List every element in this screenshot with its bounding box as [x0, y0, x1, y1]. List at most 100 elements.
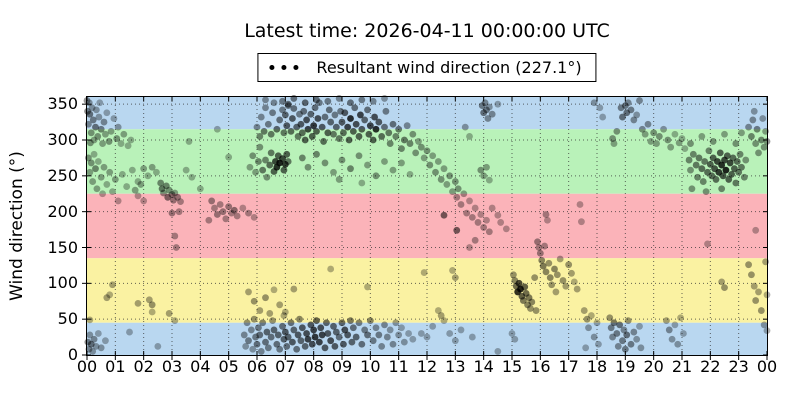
scatter-point	[228, 209, 235, 217]
scatter-point	[242, 343, 250, 350]
scatter-point	[688, 185, 696, 193]
scatter-point	[617, 104, 625, 112]
scatter-point	[260, 128, 268, 135]
scatter-point	[417, 330, 425, 337]
legend-marker-dots-icon	[269, 65, 299, 70]
scatter-point	[762, 258, 769, 266]
scatter-point	[752, 140, 760, 147]
scatter-point	[321, 344, 329, 352]
scatter-point	[263, 173, 271, 181]
scatter-point	[134, 300, 142, 307]
scatter-point	[552, 288, 560, 296]
scatter-point	[366, 122, 374, 130]
scatter-point	[593, 319, 601, 327]
scatter-point	[171, 232, 179, 240]
scatter-point	[267, 130, 275, 138]
scatter-point	[276, 301, 284, 309]
scatter-point	[685, 156, 693, 164]
x-tick-label: 09	[331, 357, 353, 376]
scatter-point	[375, 331, 383, 339]
scatter-point	[562, 282, 570, 290]
scatter-point	[461, 123, 469, 131]
scatter-point	[89, 178, 97, 185]
scatter-point	[610, 140, 618, 147]
scatter-point	[95, 113, 103, 121]
scatter-point	[633, 111, 641, 119]
scatter-point	[297, 337, 305, 345]
scatter-point	[320, 138, 327, 145]
scatter-point	[721, 284, 728, 292]
scatter-point	[565, 261, 573, 269]
scatter-point	[86, 331, 94, 339]
scatter-point	[259, 166, 267, 174]
scatter-point	[168, 191, 176, 198]
scatter-point	[694, 173, 701, 181]
scatter-point	[325, 106, 333, 114]
scatter-point	[738, 129, 745, 137]
scatter-point	[245, 288, 252, 296]
scatter-point	[175, 208, 183, 216]
scatter-point	[338, 156, 346, 164]
scatter-point	[119, 171, 126, 178]
scatter-point	[544, 216, 551, 224]
scatter-point	[446, 172, 454, 180]
scatter-point	[126, 328, 133, 336]
scatter-point	[298, 324, 306, 332]
dot-icon	[293, 65, 299, 70]
scatter-point	[347, 99, 354, 107]
scatter-point	[257, 348, 265, 355]
scatter-point	[335, 135, 343, 142]
scatter-point	[510, 271, 517, 279]
scatter-point	[301, 99, 309, 107]
scatter-point	[347, 317, 354, 324]
scatter-point	[466, 133, 473, 140]
scatter-point	[177, 198, 184, 206]
scatter-point	[392, 133, 400, 140]
scatter-point	[225, 203, 233, 211]
scatter-point	[755, 149, 762, 157]
scatter-point	[580, 307, 588, 314]
scatter-point	[86, 168, 94, 176]
scatter-point	[689, 150, 697, 158]
scatter-point	[165, 310, 173, 317]
scatter-point	[324, 97, 332, 105]
scatter-point	[321, 159, 329, 167]
scatter-point	[494, 348, 502, 355]
scatter-point	[595, 340, 602, 348]
scatter-point	[114, 123, 122, 131]
scatter-point	[432, 168, 439, 176]
scatter-point	[763, 291, 771, 299]
scatter-point	[213, 125, 221, 133]
scatter-point	[382, 107, 390, 115]
scatter-point	[270, 286, 278, 294]
scatter-point	[680, 330, 687, 337]
scatter-point	[92, 106, 100, 114]
scatter-point	[358, 96, 366, 104]
scatter-point	[647, 138, 655, 145]
scatter-point	[466, 197, 473, 205]
scatter-point	[250, 315, 258, 323]
y-tick-label: 250	[47, 165, 78, 185]
scatter-point	[162, 182, 170, 190]
scatter-point	[536, 249, 544, 257]
scatter-point	[508, 330, 516, 337]
scatter-point	[576, 201, 584, 208]
scatter-point	[378, 343, 386, 350]
scatter-point	[323, 319, 330, 327]
scatter-point	[148, 308, 156, 316]
scatter-point	[111, 176, 119, 183]
y-tick-label: 50	[57, 309, 78, 329]
scatter-point	[485, 228, 493, 236]
scatter-point	[355, 133, 363, 140]
scatter-point	[170, 196, 177, 204]
scatter-point	[137, 181, 145, 188]
scatter-point	[460, 190, 468, 198]
scatter-point	[752, 226, 760, 234]
scatter-point	[330, 322, 337, 330]
scatter-point	[243, 319, 251, 327]
scatter-point	[546, 274, 554, 281]
scatter-point	[86, 316, 94, 324]
scatter-point	[287, 319, 295, 327]
scatter-point	[719, 172, 727, 180]
scatter-point	[718, 185, 726, 193]
